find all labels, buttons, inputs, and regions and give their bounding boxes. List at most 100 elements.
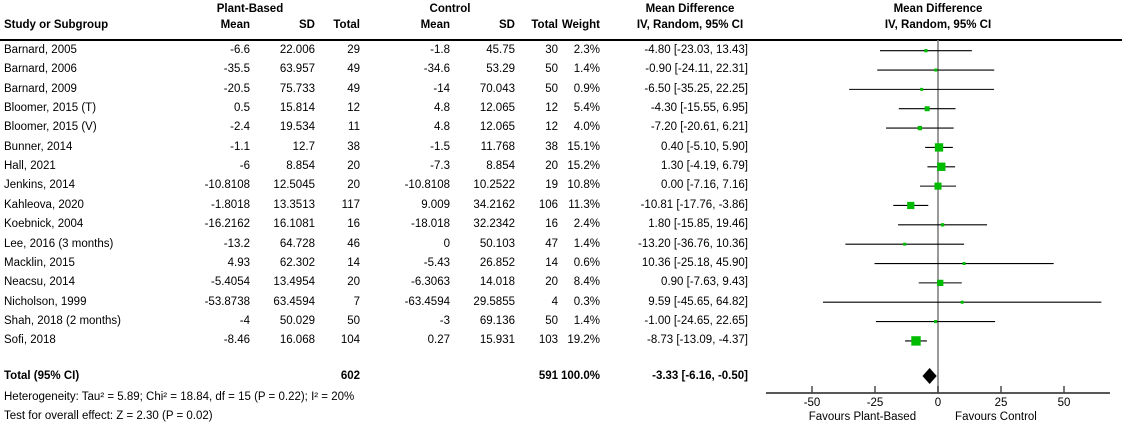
- cell-total2: 20: [545, 160, 558, 173]
- cell-sd2: 14.018: [479, 276, 515, 289]
- cell-study: Kahleova, 2020: [4, 198, 84, 211]
- table-row: Kahleova, 2020 -1.8018 13.3513 117 9.009 34.2…: [0, 196, 1122, 215]
- cell-mean2: -10.8108: [404, 179, 450, 192]
- cell-total1: 104: [340, 334, 360, 347]
- cell-total2: 20: [545, 276, 558, 289]
- table-row: Jenkins, 2014 -10.8108 12.5045 20 -10.8108 10…: [0, 176, 1122, 195]
- group-header-control: Control: [429, 3, 471, 15]
- cell-study: Macklin, 2015: [4, 256, 75, 269]
- cell-ci: 1.80 [-15.85, 19.46]: [648, 218, 748, 231]
- cell-study: Neacsu, 2014: [4, 276, 75, 289]
- cell-weight: 8.4%: [573, 276, 600, 289]
- cell-ci: -4.30 [-15.55, 6.95]: [650, 102, 748, 115]
- table-row: Neacsu, 2014 -5.4054 13.4954 20 -6.3063 14.01…: [0, 273, 1122, 292]
- cell-ci: -1.00 [-24.65, 22.65]: [644, 314, 748, 327]
- cell-mean1: -13.2: [223, 237, 250, 250]
- cell-sd2: 69.136: [479, 314, 515, 327]
- cell-weight: 0.9%: [573, 82, 600, 95]
- cell-sd2: 12.065: [479, 121, 515, 134]
- cell-sd2: 53.29: [486, 63, 515, 76]
- cell-ci: -8.73 [-13.09, -4.37]: [646, 334, 748, 347]
- cell-mean1: 4.93: [227, 256, 250, 269]
- cell-sd1: 19.534: [279, 121, 315, 134]
- cell-study: Lee, 2016 (3 months): [4, 237, 114, 250]
- cell-sd1: 13.4954: [273, 276, 315, 289]
- cell-ci: -13.20 [-36.76, 10.36]: [638, 237, 748, 250]
- cell-weight: 2.4%: [573, 218, 600, 231]
- cell-mean2: -7.3: [430, 160, 450, 173]
- md-text-column-title: Mean Difference: [645, 3, 735, 15]
- cell-mean2: -1.8: [430, 44, 450, 56]
- cell-sd1: 16.1081: [273, 218, 315, 231]
- cell-mean1: -16.2162: [204, 218, 250, 231]
- cell-sd1: 75.733: [279, 82, 315, 95]
- cell-weight: 2.3%: [573, 44, 600, 56]
- overall-effect-text: Test for overall effect: Z = 2.30 (P = 0…: [4, 410, 213, 422]
- cell-mean1: -2.4: [230, 121, 250, 134]
- cell-sd1: 63.4594: [273, 295, 315, 308]
- cell-mean1: -35.5: [223, 63, 250, 76]
- cell-sd2: 10.2522: [473, 179, 515, 192]
- cell-total1: 29: [347, 44, 360, 56]
- cell-ci: 10.36 [-25.18, 45.90]: [641, 256, 748, 269]
- total-row: Total (95% CI) 602 591 100.0% -3.33 [-6.…: [0, 366, 1122, 386]
- cell-total2: 12: [545, 121, 558, 134]
- cell-total1: 38: [347, 140, 360, 153]
- cell-mean1: -5.4054: [210, 276, 250, 289]
- cell-weight: 19.2%: [567, 334, 600, 347]
- cell-mean1: -10.8108: [204, 179, 250, 192]
- cell-ci: -4.80 [-23.03, 13.43]: [644, 44, 748, 56]
- cell-study: Barnard, 2006: [4, 63, 77, 76]
- table-row: Bloomer, 2015 (T) 0.5 15.814 12 4.8 12.065 12 5…: [0, 99, 1122, 118]
- table-row: Sofi, 2018 -8.46 16.068 104 0.27 15.931 103 19.…: [0, 331, 1122, 350]
- cell-sd1: 16.068: [279, 334, 315, 347]
- cell-weight: 0.6%: [573, 256, 600, 269]
- cell-mean1: -6.6: [230, 44, 250, 56]
- cell-study: Bunner, 2014: [4, 140, 73, 153]
- cell-sd2: 34.2162: [473, 198, 515, 211]
- cell-total2: 50: [545, 82, 558, 95]
- cell-total2: 19: [545, 179, 558, 192]
- cell-sd1: 12.7: [292, 140, 315, 153]
- cell-mean2: 4.8: [434, 121, 450, 134]
- cell-total2: 106: [538, 198, 558, 211]
- cell-mean2: 9.009: [421, 198, 450, 211]
- cell-total1: 7: [353, 295, 360, 308]
- column-header-total-ctrl: Total: [531, 19, 558, 31]
- cell-mean1: 0.5: [234, 102, 250, 115]
- cell-sd1: 62.302: [279, 256, 315, 269]
- cell-mean1: -4: [239, 314, 250, 327]
- column-header-mean-ctrl: Mean: [420, 19, 450, 31]
- cell-mean2: -3: [439, 314, 450, 327]
- cell-sd1: 64.728: [279, 237, 315, 250]
- header-separator-line: [0, 39, 1122, 41]
- column-header-sd-ctrl: SD: [499, 19, 515, 31]
- tick-label: 50: [1058, 397, 1071, 409]
- cell-mean2: -5.43: [423, 256, 450, 269]
- column-header-weight: Weight: [561, 19, 600, 31]
- table-row: Macklin, 2015 4.93 62.302 14 -5.43 26.852 14 0.…: [0, 254, 1122, 273]
- cell-mean1: -53.8738: [204, 295, 250, 308]
- cell-sd2: 32.2342: [473, 218, 515, 231]
- heterogeneity-text: Heterogeneity: Tau² = 5.89; Chi² = 18.84…: [4, 391, 355, 403]
- cell-total2: 38: [545, 140, 558, 153]
- tick-label: 0: [935, 397, 941, 409]
- cell-mean2: -18.018: [410, 218, 450, 231]
- cell-weight: 0.3%: [573, 295, 600, 308]
- cell-sd2: 26.852: [479, 256, 515, 269]
- column-header-md-subtitle-text: IV, Random, 95% CI: [636, 19, 744, 31]
- cell-ci: 1.30 [-4.19, 6.79]: [661, 160, 748, 173]
- cell-sd2: 15.931: [479, 334, 515, 347]
- cell-weight: 15.1%: [567, 140, 600, 153]
- cell-ci: -6.50 [-35.25, 22.25]: [644, 82, 748, 95]
- cell-total2: 50: [545, 63, 558, 76]
- table-row: Lee, 2016 (3 months) -13.2 64.728 46 0 50.103…: [0, 235, 1122, 254]
- column-header-study: Study or Subgroup: [4, 19, 109, 31]
- cell-total1: 20: [347, 276, 360, 289]
- total-label: Total (95% CI): [4, 370, 80, 382]
- column-header-total-exp: Total: [333, 19, 360, 31]
- cell-total1: 20: [347, 179, 360, 192]
- cell-study: Shah, 2018 (2 months): [4, 314, 121, 327]
- table-row: Bloomer, 2015 (V) -2.4 19.534 11 4.8 12.065 12…: [0, 118, 1122, 137]
- cell-total2: 4: [551, 295, 558, 308]
